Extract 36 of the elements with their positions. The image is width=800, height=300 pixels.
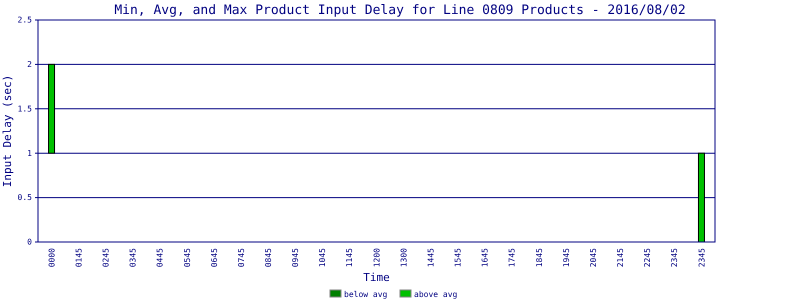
x-tick-label: 1200 bbox=[372, 248, 382, 268]
y-axis-title: Input Delay (sec) bbox=[1, 74, 14, 188]
x-tick-label: 0145 bbox=[74, 248, 84, 268]
y-tick-label: 1.5 bbox=[18, 104, 32, 114]
x-tick-label: 1300 bbox=[399, 248, 408, 268]
x-tick-label: 1445 bbox=[426, 248, 436, 268]
x-tick-label: 1545 bbox=[454, 248, 463, 268]
x-tick-label: 2345 bbox=[670, 248, 680, 268]
x-tick-label: 0545 bbox=[182, 248, 192, 268]
x-tick-label: 0945 bbox=[291, 248, 300, 268]
y-tick-label: 2.5 bbox=[18, 16, 32, 25]
x-tick-label: 2045 bbox=[588, 248, 598, 268]
x-tick-label: 1745 bbox=[508, 248, 517, 268]
x-tick-label: 0845 bbox=[264, 248, 273, 268]
y-tick-label: 0 bbox=[27, 238, 32, 247]
y-tick-label: 0.5 bbox=[18, 193, 32, 202]
x-tick-label: 0345 bbox=[128, 248, 138, 268]
x-tick-label: 2345 bbox=[697, 248, 706, 268]
x-tick-label: 0645 bbox=[210, 248, 219, 268]
x-tick-label: 1645 bbox=[480, 248, 490, 268]
x-tick-label: 0745 bbox=[236, 248, 246, 268]
x-tick-label: 2245 bbox=[643, 248, 652, 268]
x-tick-label: 1845 bbox=[534, 248, 544, 268]
y-tick-label: 2 bbox=[27, 60, 32, 69]
x-axis-title: Time bbox=[363, 271, 390, 284]
x-tick-label: 0000 bbox=[47, 248, 56, 268]
legend-label: above avg bbox=[414, 290, 458, 299]
x-tick-label: 1945 bbox=[562, 248, 571, 268]
x-tick-label: 0445 bbox=[156, 248, 165, 268]
x-tick-label: 2145 bbox=[616, 248, 626, 268]
x-tick-label: 1045 bbox=[318, 248, 328, 268]
x-tick-label: 1145 bbox=[345, 248, 354, 268]
chart-title: Min, Avg, and Max Product Input Delay for Line 0809 Products - 2016/08/02 bbox=[114, 3, 686, 18]
y-tick-label: 1 bbox=[27, 148, 32, 158]
x-tick-label: 0245 bbox=[102, 248, 110, 268]
legend-label: below avg bbox=[344, 290, 388, 299]
